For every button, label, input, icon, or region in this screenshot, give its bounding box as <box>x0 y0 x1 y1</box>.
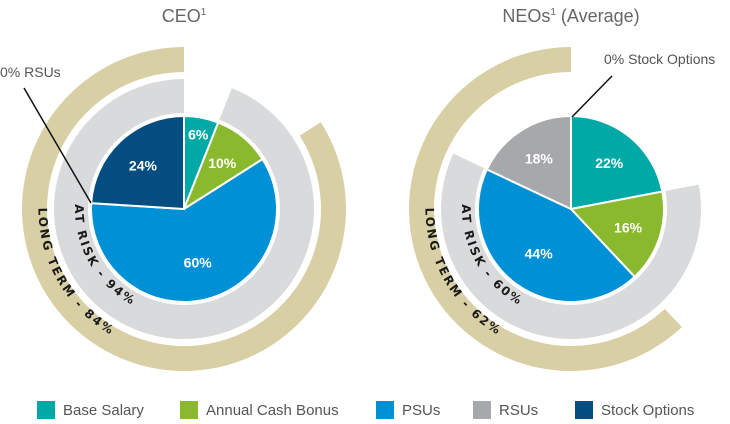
legend-label: PSUs <box>402 401 441 419</box>
slice-rsus <box>485 114 572 211</box>
legend-swatch <box>180 401 198 419</box>
ceo-title-footnote: 1 <box>200 7 207 18</box>
slice-value-label: 44% <box>525 245 554 261</box>
neo-chart: LONG TERM - 62%AT RISK - 60%22%16%44%18%… <box>408 47 715 371</box>
ceo-chart-title: CEO1 <box>162 6 207 27</box>
annotation-label: 0% Stock Options <box>604 51 715 67</box>
legend-swatch <box>473 401 491 419</box>
slice-value-label: 10% <box>208 155 237 171</box>
long-term-ring <box>408 47 682 371</box>
legend: Base Salary Annual Cash Bonus PSUs RSUs … <box>0 401 730 423</box>
legend-label: Annual Cash Bonus <box>206 401 339 419</box>
legend-item-psus: PSUs <box>376 401 440 419</box>
legend-swatch <box>575 401 593 419</box>
legend-label: Base Salary <box>63 401 144 419</box>
at-risk-ring <box>441 153 701 340</box>
annotation-leader-line <box>23 87 92 204</box>
annotation-leader-line <box>571 75 613 118</box>
slice-value-label: 16% <box>614 220 643 236</box>
neo-title-footnote: 1 <box>550 7 556 18</box>
slice-value-label: 60% <box>184 254 213 270</box>
legend-item-stock-options: Stock Options <box>575 401 694 419</box>
slice-psus <box>477 168 637 303</box>
slice-base-salary <box>570 114 664 211</box>
legend-swatch <box>376 401 394 419</box>
slice-value-label: 18% <box>525 150 554 166</box>
slice-psus <box>90 157 278 303</box>
legend-label: Stock Options <box>601 401 695 419</box>
legend-label: RSUs <box>499 401 539 419</box>
annotation-label: 0% RSUs <box>0 64 61 80</box>
slice-value-label: 6% <box>188 126 209 142</box>
ceo-chart: LONG TERM - 84%AT RISK - 94%6%10%60%24%0… <box>0 47 347 372</box>
ceo-title-text: CEO <box>161 6 201 26</box>
neo-title-suffix: (Average) <box>555 6 640 26</box>
neo-title-text: NEOs <box>502 6 551 26</box>
slice-value-label: 22% <box>595 155 624 171</box>
legend-item-base-salary: Base Salary <box>37 401 144 419</box>
slice-stock-options <box>90 114 185 211</box>
legend-swatch <box>37 401 55 419</box>
legend-item-rsus: RSUs <box>473 401 538 419</box>
slice-value-label: 24% <box>129 157 158 173</box>
legend-item-annual-cash-bonus: Annual Cash Bonus <box>180 401 339 419</box>
slice-annual-cash-bonus <box>569 190 665 279</box>
neo-chart-title: NEOs1 (Average) <box>502 6 639 27</box>
